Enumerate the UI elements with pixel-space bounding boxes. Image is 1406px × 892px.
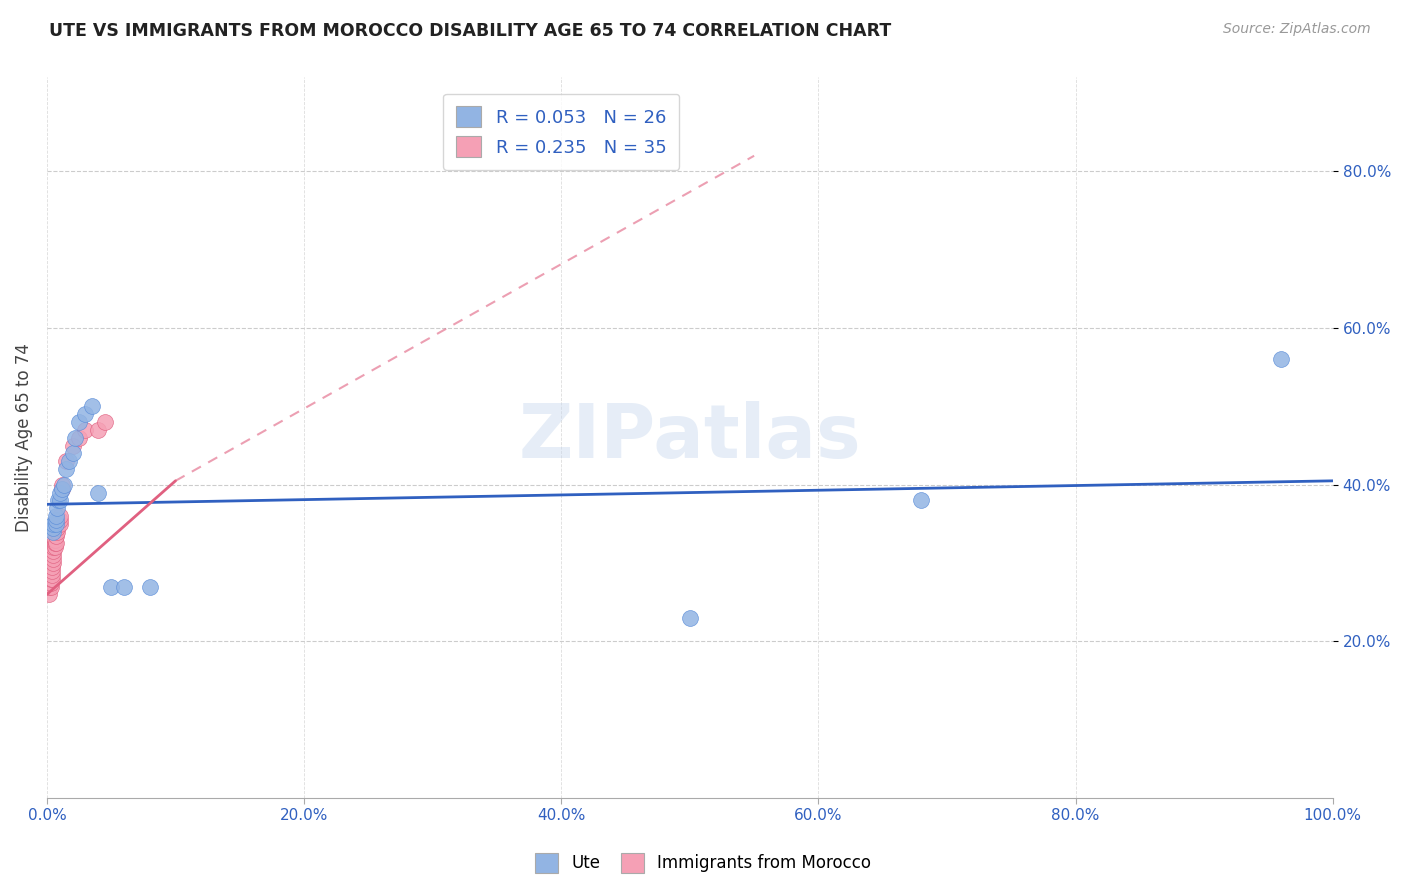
Point xyxy=(45,536,67,550)
Point xyxy=(39,580,62,594)
Point xyxy=(44,533,66,547)
Point xyxy=(48,485,70,500)
Point xyxy=(62,439,84,453)
Point xyxy=(51,477,73,491)
Point xyxy=(62,446,84,460)
Point xyxy=(87,423,110,437)
Point xyxy=(58,454,80,468)
Point xyxy=(48,513,70,527)
Point xyxy=(39,575,62,590)
Point xyxy=(55,462,77,476)
Text: ZIPatlas: ZIPatlas xyxy=(519,401,860,475)
Point xyxy=(41,567,63,582)
Point xyxy=(38,572,60,586)
Point xyxy=(42,548,65,562)
Point xyxy=(39,564,62,578)
Point xyxy=(679,611,702,625)
Point xyxy=(41,564,63,578)
Point xyxy=(48,516,70,531)
Point xyxy=(46,524,69,539)
Point xyxy=(67,431,90,445)
Point xyxy=(48,509,70,524)
Point xyxy=(52,477,75,491)
Point xyxy=(94,415,117,429)
Text: UTE VS IMMIGRANTS FROM MOROCCO DISABILITY AGE 65 TO 74 CORRELATION CHART: UTE VS IMMIGRANTS FROM MOROCCO DISABILIT… xyxy=(49,22,891,40)
Point xyxy=(139,580,162,594)
Point xyxy=(45,513,67,527)
Point xyxy=(42,544,65,558)
Point xyxy=(112,580,135,594)
Y-axis label: Disability Age 65 to 74: Disability Age 65 to 74 xyxy=(15,343,32,533)
Point xyxy=(87,485,110,500)
Point xyxy=(42,541,65,555)
Point xyxy=(910,493,932,508)
Point xyxy=(55,454,77,468)
Point xyxy=(63,431,86,445)
Point xyxy=(39,556,62,570)
Point xyxy=(51,482,73,496)
Point xyxy=(44,536,66,550)
Point xyxy=(75,423,97,437)
Point xyxy=(41,560,63,574)
Point xyxy=(41,572,63,586)
Point xyxy=(67,415,90,429)
Point xyxy=(48,493,70,508)
Point xyxy=(42,524,65,539)
Point xyxy=(39,572,62,586)
Text: Source: ZipAtlas.com: Source: ZipAtlas.com xyxy=(1223,22,1371,37)
Point xyxy=(42,516,65,531)
Point xyxy=(75,407,97,421)
Point xyxy=(45,516,67,531)
Point xyxy=(46,501,69,516)
Point xyxy=(42,556,65,570)
Point xyxy=(1270,352,1292,367)
Legend: Ute, Immigrants from Morocco: Ute, Immigrants from Morocco xyxy=(529,847,877,880)
Point xyxy=(38,587,60,601)
Point xyxy=(51,482,73,496)
Point xyxy=(100,580,122,594)
Point xyxy=(42,552,65,566)
Legend: R = 0.053   N = 26, R = 0.235   N = 35: R = 0.053 N = 26, R = 0.235 N = 35 xyxy=(443,94,679,169)
Point xyxy=(38,580,60,594)
Point xyxy=(44,541,66,555)
Point xyxy=(42,521,65,535)
Point xyxy=(45,529,67,543)
Point xyxy=(48,493,70,508)
Point xyxy=(46,521,69,535)
Point xyxy=(80,400,103,414)
Point xyxy=(45,509,67,524)
